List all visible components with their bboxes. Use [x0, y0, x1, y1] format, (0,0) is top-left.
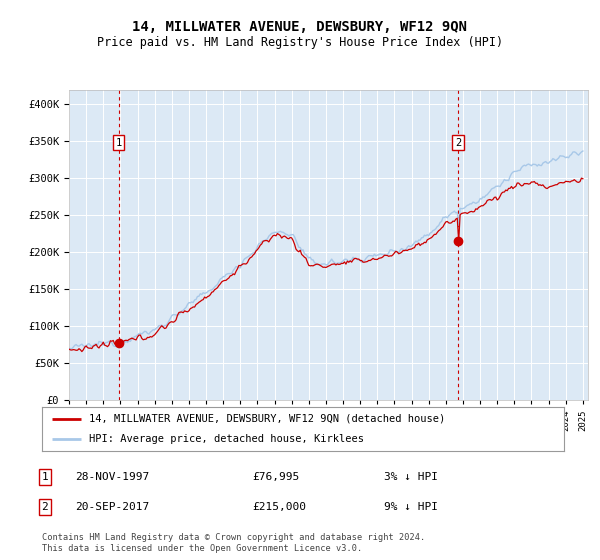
Text: 2: 2: [455, 138, 461, 148]
Text: £76,995: £76,995: [252, 472, 299, 482]
Text: 20-SEP-2017: 20-SEP-2017: [75, 502, 149, 512]
Text: 28-NOV-1997: 28-NOV-1997: [75, 472, 149, 482]
Text: HPI: Average price, detached house, Kirklees: HPI: Average price, detached house, Kirk…: [89, 434, 364, 444]
Text: 14, MILLWATER AVENUE, DEWSBURY, WF12 9QN: 14, MILLWATER AVENUE, DEWSBURY, WF12 9QN: [133, 20, 467, 34]
Text: 3% ↓ HPI: 3% ↓ HPI: [384, 472, 438, 482]
Text: £215,000: £215,000: [252, 502, 306, 512]
Text: 1: 1: [116, 138, 122, 148]
Text: 9% ↓ HPI: 9% ↓ HPI: [384, 502, 438, 512]
Text: 14, MILLWATER AVENUE, DEWSBURY, WF12 9QN (detached house): 14, MILLWATER AVENUE, DEWSBURY, WF12 9QN…: [89, 414, 445, 424]
Text: 2: 2: [41, 502, 49, 512]
Text: 1: 1: [41, 472, 49, 482]
Text: Price paid vs. HM Land Registry's House Price Index (HPI): Price paid vs. HM Land Registry's House …: [97, 36, 503, 49]
Text: Contains HM Land Registry data © Crown copyright and database right 2024.
This d: Contains HM Land Registry data © Crown c…: [42, 533, 425, 553]
